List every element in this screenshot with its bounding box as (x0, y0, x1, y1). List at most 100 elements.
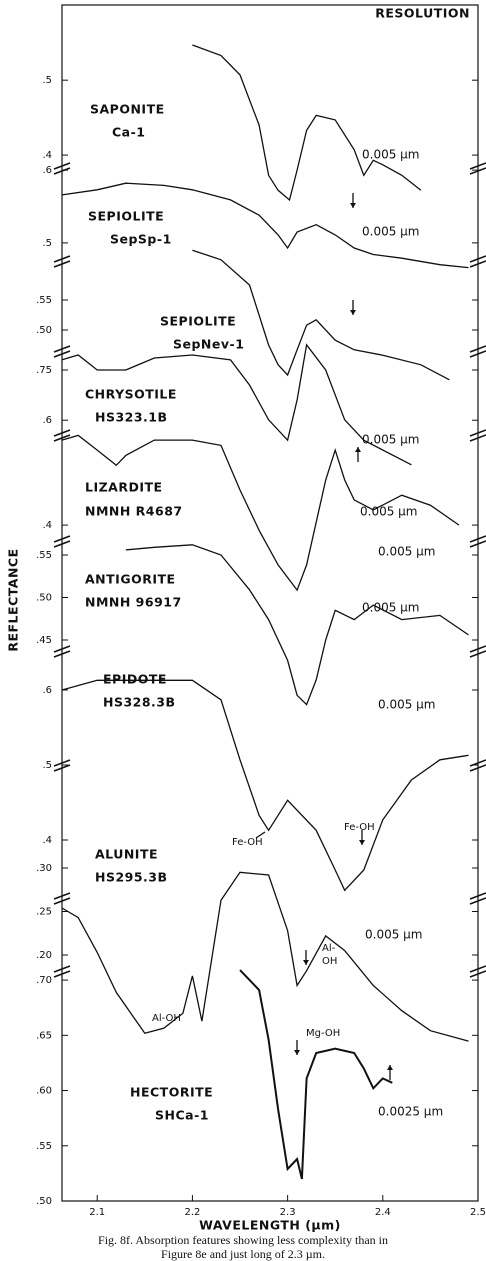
y-tick-label: .60 (36, 1086, 52, 1097)
y-tick-label: .50 (36, 1196, 52, 1207)
x-tick-label: 2.1 (89, 1207, 105, 1218)
annotation: Fe-OH (232, 837, 263, 848)
axis-break (53, 650, 71, 658)
mineral-name: ALUNITE (95, 847, 158, 862)
axis-break (53, 255, 71, 263)
plot-frame (61, 4, 479, 1202)
axis-break (53, 764, 71, 772)
sample-id: NMNH 96917 (85, 595, 182, 610)
y-tick-label: .4 (42, 150, 52, 161)
axis-break (469, 162, 486, 170)
axis-break (53, 429, 71, 437)
y-tick-label: .6 (42, 415, 52, 426)
annotation: Al-OH (152, 1013, 181, 1024)
sample-id: NMNH R4687 (85, 504, 183, 519)
mineral-name: SEPIOLITE (160, 314, 236, 329)
mineral-name: SAPONITE (90, 102, 165, 117)
axis-break (469, 167, 486, 175)
y-tick-label: .55 (36, 1141, 52, 1152)
spectrum (61, 434, 460, 592)
y-tick-label: .55 (36, 550, 52, 561)
sample-id: HS328.3B (103, 695, 176, 710)
resolution: 0.005 µm (362, 433, 420, 447)
axis-break (469, 260, 486, 268)
axis-break (469, 970, 486, 978)
x-tick-label: 2.4 (375, 1207, 391, 1218)
y-tick-label: .6 (42, 685, 52, 696)
y-tick-label: .65 (36, 1030, 52, 1041)
resolution: 0.005 µm (365, 928, 423, 942)
axis-break (469, 350, 486, 358)
resolution: 0.005 µm (362, 225, 420, 239)
y-tick-label: .5 (42, 238, 52, 249)
x-axis-label: WAVELENGTH (µm) (199, 1218, 341, 1233)
axis-break (53, 965, 71, 973)
sample-id: SepNev-1 (173, 337, 244, 352)
axis-break (53, 535, 71, 543)
spectrum (61, 679, 469, 892)
x-tick-label: 2.3 (280, 1207, 296, 1218)
axis-break (53, 345, 71, 353)
resolution: 0.005 µm (362, 148, 420, 162)
y-tick-label: .5 (42, 760, 52, 771)
axis-break (53, 260, 71, 268)
arrow-head (350, 310, 356, 315)
mineral-name: ANTIGORITE (85, 572, 176, 587)
y-tick-label: .4 (42, 835, 52, 846)
annotation: OH (322, 956, 337, 967)
axis-break (469, 540, 486, 548)
sample-id: SepSp-1 (110, 232, 172, 247)
mineral-name: LIZARDITE (85, 480, 163, 495)
arrow-head (350, 203, 356, 208)
spectrum (192, 249, 450, 381)
spectrum (239, 969, 393, 1180)
arrow-head (387, 1065, 393, 1070)
axis-break (469, 650, 486, 658)
axis-break (469, 764, 486, 772)
y-tick-label: .50 (36, 325, 52, 336)
axis-break (469, 892, 486, 900)
annotation: Al- (322, 943, 336, 954)
arrow-head (294, 1050, 300, 1055)
mineral-name: SEPIOLITE (88, 209, 164, 224)
axis-break (469, 429, 486, 437)
axis-break (469, 759, 486, 767)
axis-break (53, 162, 71, 170)
y-tick-label: .55 (36, 295, 52, 306)
axis-break (469, 434, 486, 442)
axis-break (53, 540, 71, 548)
mineral-name: HECTORITE (130, 1085, 213, 1100)
spectrum (61, 871, 469, 1042)
y-tick-label: .25 (36, 907, 52, 918)
mineral-name: EPIDOTE (103, 672, 167, 687)
axis-break (469, 255, 486, 263)
y-tick-label: .20 (36, 950, 52, 961)
arrow-head (303, 960, 309, 965)
sample-id: HS323.1B (95, 410, 168, 425)
axis-break (53, 897, 71, 905)
spectrum (192, 44, 422, 202)
resolution-heading: RESOLUTION (375, 6, 470, 21)
y-tick-label: .70 (36, 975, 52, 986)
axis-break (53, 350, 71, 358)
resolution: 0.005 µm (378, 698, 436, 712)
spectrum (61, 343, 412, 466)
y-axis-label: REFLECTANCE (6, 548, 21, 651)
spectrum (125, 544, 469, 706)
axis-break (469, 965, 486, 973)
caption: Figure 8e and just long of 2.3 µm. (161, 1247, 325, 1261)
resolution: 0.0025 µm (378, 1105, 443, 1119)
sample-id: HS295.3B (95, 870, 168, 885)
y-tick-label: .45 (36, 635, 52, 646)
axis-break (469, 645, 486, 653)
arrow-head (355, 447, 361, 452)
axis-break (469, 345, 486, 353)
axis-break (469, 897, 486, 905)
y-tick-label: .50 (36, 593, 52, 604)
arrow (255, 831, 266, 839)
sample-id: Ca-1 (112, 125, 146, 140)
resolution: 0.005 µm (360, 505, 418, 519)
sample-id: SHCa-1 (155, 1108, 209, 1123)
axis-break (53, 759, 71, 767)
